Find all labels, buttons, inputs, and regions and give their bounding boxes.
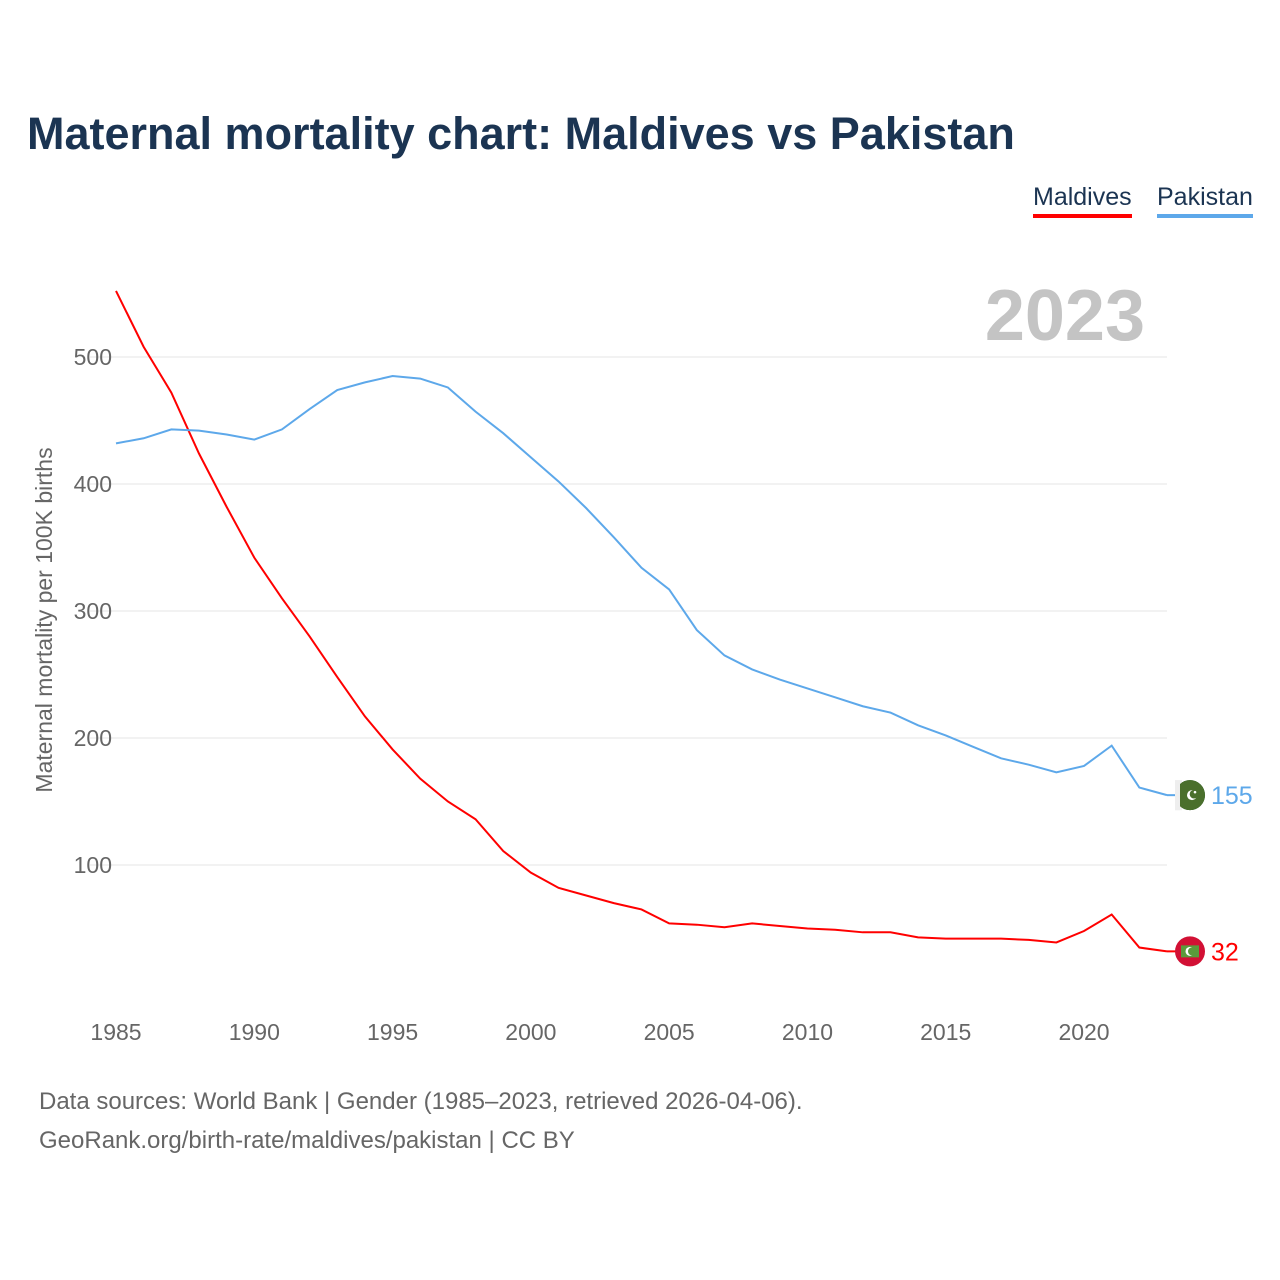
footer-sources: Data sources: World Bank | Gender (1985–… xyxy=(39,1088,803,1115)
y-tick-label: 100 xyxy=(74,852,112,878)
x-tick-label: 1985 xyxy=(90,1019,141,1045)
x-tick-label: 2015 xyxy=(920,1019,971,1045)
x-tick-label: 1995 xyxy=(367,1019,418,1045)
x-tick-label: 1990 xyxy=(229,1019,280,1045)
end-value-label: 32 xyxy=(1211,938,1239,966)
y-tick-label: 200 xyxy=(74,725,112,751)
series-line-maldives xyxy=(115,290,1168,953)
series-line-pakistan xyxy=(115,375,1168,797)
pakistan-flag-icon xyxy=(1175,780,1205,811)
year-watermark: 2023 xyxy=(985,276,1145,356)
x-tick-label: 2010 xyxy=(782,1019,833,1045)
x-tick-label: 2000 xyxy=(505,1019,556,1045)
legend-maldives[interactable]: Maldives xyxy=(1033,183,1132,218)
x-tick-label: 2005 xyxy=(644,1019,695,1045)
y-tick-label: 400 xyxy=(74,471,112,497)
legend-pakistan[interactable]: Pakistan xyxy=(1157,183,1253,218)
y-tick-label: 300 xyxy=(74,598,112,624)
maldives-flag-icon xyxy=(1175,936,1205,967)
x-tick-label: 2020 xyxy=(1058,1019,1109,1045)
chart-title: Maternal mortality chart: Maldives vs Pa… xyxy=(27,108,1015,159)
end-value-label: 155 xyxy=(1211,782,1253,810)
y-tick-label: 500 xyxy=(74,344,112,370)
y-axis-label: Maternal mortality per 100K births xyxy=(31,447,57,792)
footer-link[interactable]: GeoRank.org/birth-rate/maldives/pakistan… xyxy=(39,1127,575,1154)
